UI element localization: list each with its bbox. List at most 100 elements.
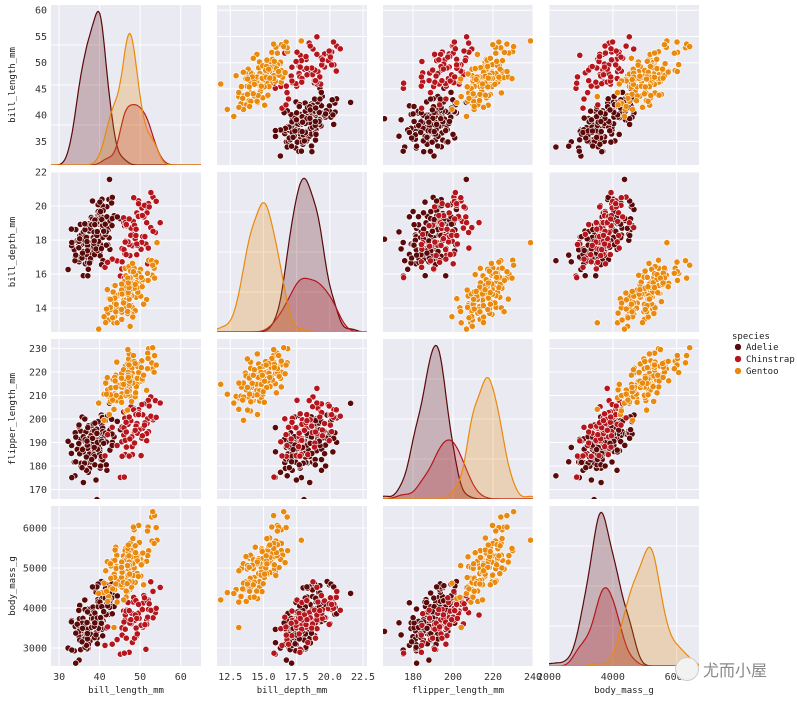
point-gentoo	[112, 580, 120, 588]
point-gentoo	[253, 558, 261, 566]
point-gentoo	[124, 406, 131, 414]
point-chinstrap	[607, 413, 615, 421]
point-gentoo	[270, 364, 278, 371]
point-gentoo	[643, 57, 651, 65]
point-chinstrap	[278, 642, 286, 649]
point-adelie	[113, 417, 121, 425]
point-adelie	[322, 110, 329, 118]
point-chinstrap	[608, 432, 615, 440]
point-chinstrap	[156, 219, 164, 227]
point-gentoo	[100, 313, 108, 321]
point-gentoo	[137, 364, 145, 371]
point-gentoo	[471, 549, 479, 557]
point-chinstrap	[453, 61, 460, 69]
point-chinstrap	[330, 38, 337, 46]
y-tick-label: 180	[29, 462, 47, 473]
point-adelie	[81, 415, 89, 423]
point-gentoo	[102, 379, 110, 387]
point-adelie	[399, 239, 407, 246]
panel-body_mass_g-vs-bill_length_mm	[51, 506, 201, 666]
point-gentoo	[486, 54, 494, 62]
point-gentoo	[489, 522, 496, 529]
point-gentoo	[270, 40, 277, 48]
point-gentoo	[465, 314, 473, 322]
point-adelie	[423, 133, 431, 141]
point-chinstrap	[152, 413, 160, 421]
point-gentoo	[102, 567, 110, 575]
point-chinstrap	[400, 79, 407, 87]
point-chinstrap	[300, 426, 308, 434]
point-chinstrap	[400, 274, 407, 281]
point-gentoo	[235, 405, 243, 413]
point-adelie	[430, 152, 438, 160]
point-gentoo	[622, 289, 630, 297]
point-gentoo	[124, 308, 131, 315]
point-chinstrap	[600, 417, 607, 425]
point-gentoo	[644, 97, 652, 105]
point-chinstrap	[328, 601, 335, 608]
point-chinstrap	[313, 584, 321, 591]
point-chinstrap	[451, 45, 459, 53]
point-adelie	[626, 232, 634, 239]
point-chinstrap	[435, 56, 443, 64]
point-chinstrap	[429, 634, 436, 642]
point-chinstrap	[602, 260, 609, 268]
point-chinstrap	[303, 616, 311, 624]
point-adelie	[288, 458, 295, 466]
point-chinstrap	[152, 197, 160, 205]
point-adelie	[321, 450, 328, 458]
kde-line-adelie	[549, 511, 699, 666]
point-gentoo	[249, 581, 257, 589]
point-adelie	[409, 614, 417, 622]
point-chinstrap	[104, 431, 111, 439]
point-adelie	[272, 132, 279, 140]
point-gentoo	[476, 97, 483, 104]
point-gentoo	[283, 513, 291, 521]
point-adelie	[410, 221, 418, 229]
point-gentoo	[492, 49, 500, 57]
point-adelie	[94, 640, 101, 648]
point-chinstrap	[588, 63, 596, 70]
point-chinstrap	[296, 63, 304, 71]
point-chinstrap	[445, 209, 453, 217]
point-gentoo	[675, 369, 683, 376]
point-chinstrap	[131, 439, 138, 447]
point-chinstrap	[425, 222, 433, 230]
point-chinstrap	[430, 265, 437, 273]
point-adelie	[582, 134, 590, 142]
point-chinstrap	[600, 231, 607, 239]
point-adelie	[408, 638, 415, 646]
kde-fill-gentoo	[383, 377, 533, 499]
point-adelie	[597, 118, 605, 125]
point-gentoo	[118, 374, 125, 382]
point-chinstrap	[325, 402, 333, 410]
point-gentoo	[614, 101, 622, 109]
point-gentoo	[144, 365, 151, 373]
point-gentoo	[104, 598, 112, 605]
point-chinstrap	[453, 232, 461, 239]
point-gentoo	[105, 411, 113, 418]
y-tick-label: 210	[29, 391, 47, 402]
point-adelie	[318, 456, 325, 463]
point-adelie	[100, 439, 108, 447]
panel-marks	[383, 175, 533, 332]
point-gentoo	[622, 296, 630, 304]
point-chinstrap	[133, 240, 141, 248]
point-adelie	[613, 466, 621, 474]
point-gentoo	[651, 49, 658, 57]
point-adelie	[298, 128, 306, 135]
point-chinstrap	[326, 421, 334, 429]
point-adelie	[84, 630, 91, 637]
point-adelie	[86, 259, 93, 267]
point-gentoo	[457, 319, 465, 327]
panel-marks	[383, 33, 533, 160]
point-adelie	[447, 89, 455, 96]
point-gentoo	[217, 596, 225, 604]
point-adelie	[282, 656, 290, 664]
x-axis-label-flipper_length_mm: flipper_length_mm	[412, 686, 504, 696]
point-chinstrap	[144, 244, 152, 252]
point-chinstrap	[270, 649, 278, 657]
point-adelie	[293, 109, 300, 117]
point-adelie	[596, 140, 604, 148]
point-chinstrap	[436, 101, 443, 109]
